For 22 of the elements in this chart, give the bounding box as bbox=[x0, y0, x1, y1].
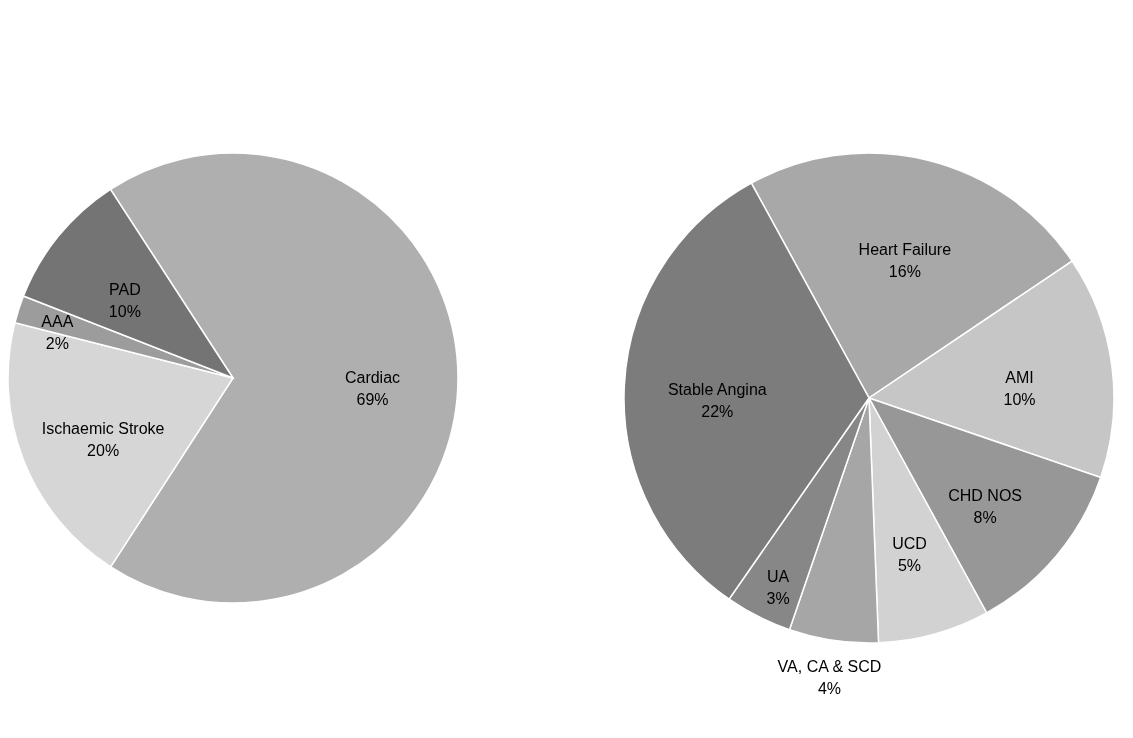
data-label: 16% bbox=[888, 263, 921, 281]
slice-label: CHD NOS bbox=[948, 486, 1023, 504]
data-label: 22% bbox=[701, 402, 734, 420]
slice-label: Ischaemic Stroke bbox=[41, 419, 165, 437]
data-label: 2% bbox=[45, 334, 69, 352]
data-label: 8% bbox=[973, 508, 997, 526]
slice-label: UA bbox=[767, 568, 790, 586]
slice-label: Cardiac bbox=[344, 368, 401, 386]
data-label: 5% bbox=[897, 557, 922, 575]
slice-label: UCD bbox=[892, 535, 927, 553]
data-label: 4% bbox=[817, 680, 842, 698]
data-label: 69% bbox=[356, 390, 389, 408]
data-label: 20% bbox=[87, 441, 120, 459]
slice-label: Heart Failure bbox=[858, 241, 952, 259]
slice-label: Stable Angina bbox=[667, 380, 767, 398]
slice-label: AMI bbox=[1005, 369, 1034, 387]
data-label: 10% bbox=[108, 302, 141, 320]
data-label: 10% bbox=[1003, 391, 1036, 409]
slice-label: PAD bbox=[109, 280, 141, 298]
slice-label: AAA bbox=[41, 312, 74, 330]
data-label: 3% bbox=[766, 590, 790, 608]
slice-label: VA, CA & SCD bbox=[777, 658, 882, 676]
